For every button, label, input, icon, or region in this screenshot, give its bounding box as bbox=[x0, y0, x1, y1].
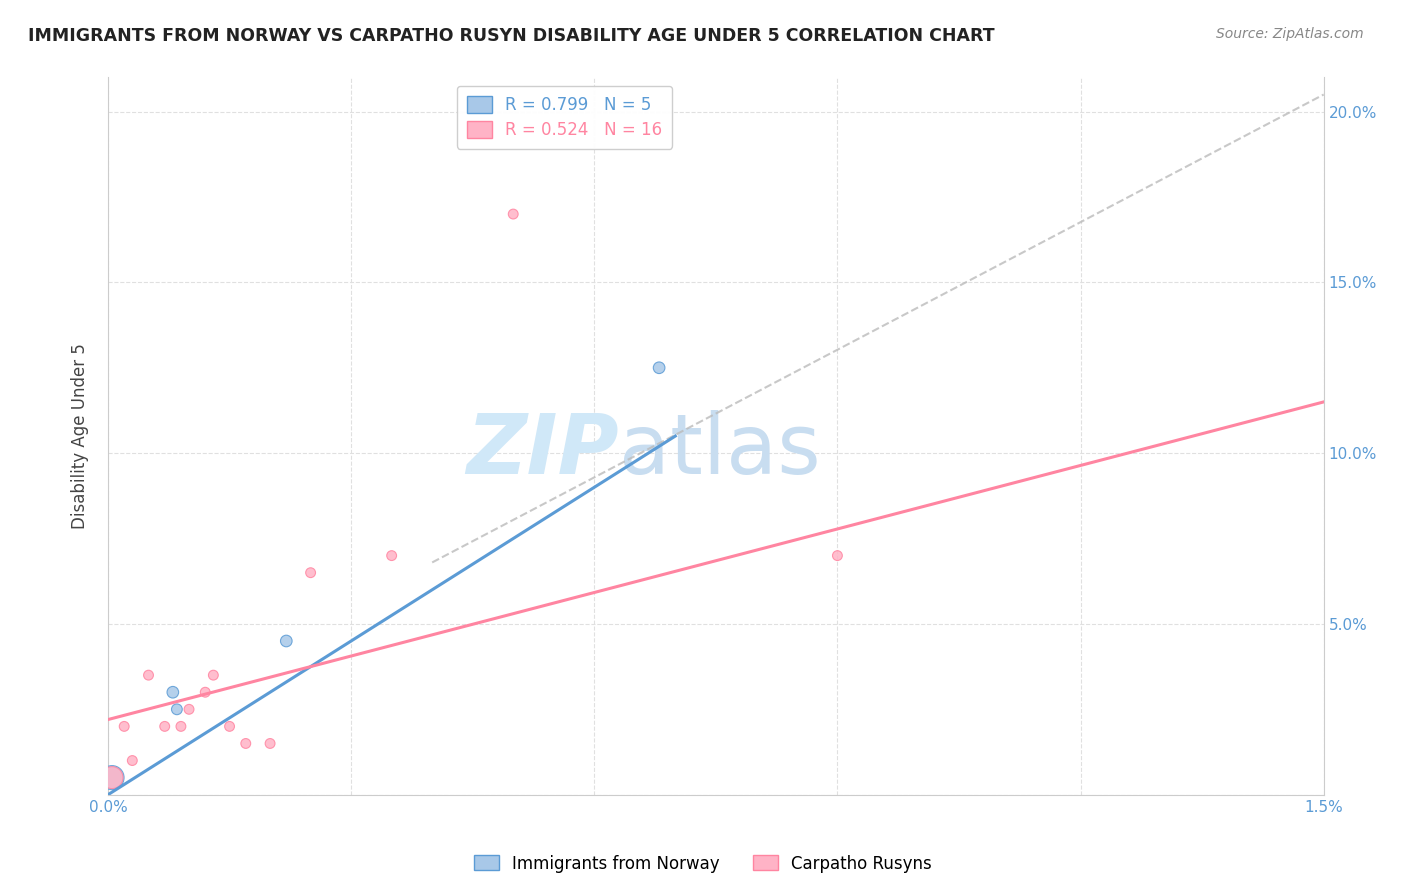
Point bbox=[138, 668, 160, 682]
Point bbox=[112, 719, 135, 733]
Point bbox=[101, 771, 124, 785]
Point bbox=[162, 685, 184, 699]
Point bbox=[218, 719, 240, 733]
Point bbox=[276, 634, 298, 648]
Point bbox=[299, 566, 322, 580]
Legend: R = 0.799   N = 5, R = 0.524   N = 16: R = 0.799 N = 5, R = 0.524 N = 16 bbox=[457, 86, 672, 149]
Y-axis label: Disability Age Under 5: Disability Age Under 5 bbox=[72, 343, 89, 529]
Text: Source: ZipAtlas.com: Source: ZipAtlas.com bbox=[1216, 27, 1364, 41]
Point bbox=[101, 771, 124, 785]
Point bbox=[170, 719, 193, 733]
Point bbox=[153, 719, 176, 733]
Point bbox=[194, 685, 217, 699]
Point bbox=[166, 702, 188, 716]
Point bbox=[259, 736, 281, 750]
Point bbox=[177, 702, 200, 716]
Text: IMMIGRANTS FROM NORWAY VS CARPATHO RUSYN DISABILITY AGE UNDER 5 CORRELATION CHAR: IMMIGRANTS FROM NORWAY VS CARPATHO RUSYN… bbox=[28, 27, 995, 45]
Point bbox=[502, 207, 524, 221]
Text: ZIP: ZIP bbox=[465, 410, 619, 491]
Legend: Immigrants from Norway, Carpatho Rusyns: Immigrants from Norway, Carpatho Rusyns bbox=[467, 848, 939, 880]
Point bbox=[381, 549, 404, 563]
Point bbox=[235, 736, 257, 750]
Text: atlas: atlas bbox=[619, 410, 820, 491]
Point bbox=[121, 754, 143, 768]
Point bbox=[202, 668, 225, 682]
Point bbox=[648, 360, 671, 375]
Point bbox=[827, 549, 849, 563]
